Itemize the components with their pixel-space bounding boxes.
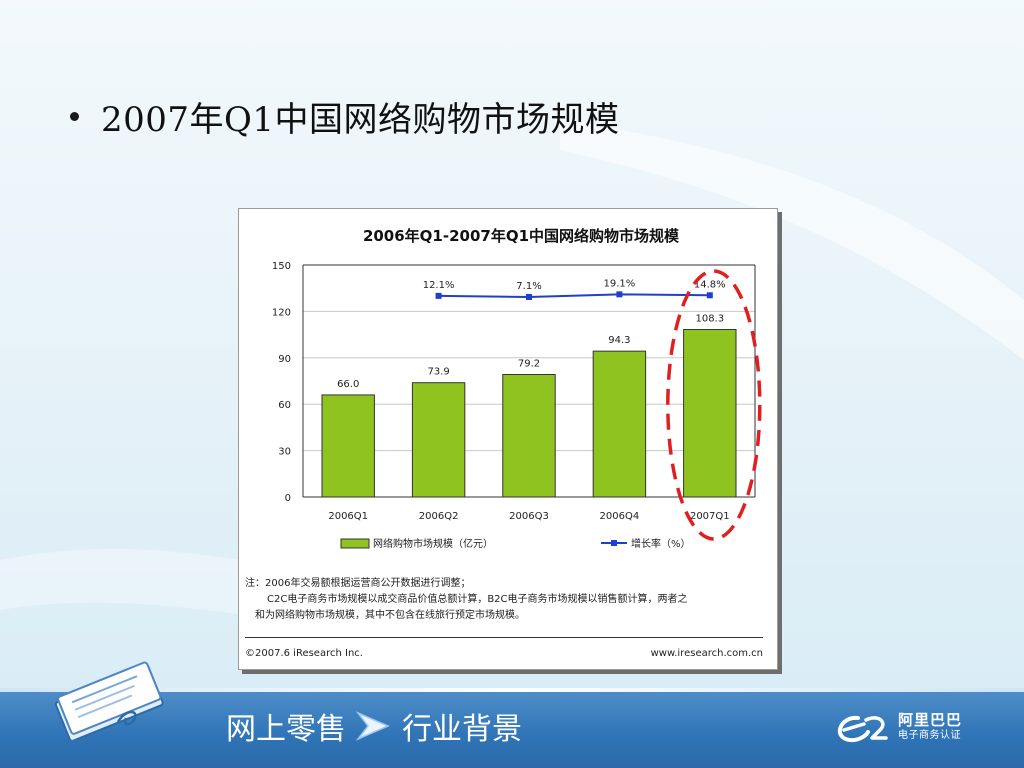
x-tick-label: 2006Q2 <box>419 511 459 522</box>
note-line-3: 和为网络购物市场规模，其中不包含在线旅行预定市场规模。 <box>255 610 525 621</box>
bar <box>321 394 375 498</box>
slide-title: 2007年Q1中国网络购物市场规模 <box>101 100 620 140</box>
bar-line-chart: 2006年Q1-2007年Q1中国网络购物市场规模 0 30 60 90 120 150 66… <box>272 227 762 550</box>
y-tick-label: 30 <box>278 447 291 458</box>
e-logo-icon <box>837 715 888 743</box>
legend-marker-line <box>611 540 617 546</box>
chart-card: 2006年Q1-2007年Q1中国网络购物市场规模 0 30 60 90 120 150 66… <box>238 208 778 670</box>
growth-point <box>706 292 713 299</box>
y-tick-label: 60 <box>278 400 291 411</box>
growth-label: 14.8% <box>694 279 726 290</box>
growth-point <box>616 291 623 298</box>
x-tick-label: 2006Q3 <box>509 511 549 522</box>
source-footer: ©2007.6 iResearch Inc. www.iresearch.com… <box>245 637 763 659</box>
growth-line <box>438 293 710 298</box>
growth-point <box>435 292 442 299</box>
bar <box>683 328 737 498</box>
breadcrumb: 网上零售 行业背景 <box>226 704 522 748</box>
x-tick-label: 2006Q4 <box>600 511 640 522</box>
y-tick-label: 120 <box>272 307 291 318</box>
legend-label-bar: 网络购物市场规模（亿元） <box>373 537 493 550</box>
bar <box>502 374 556 498</box>
growth-label: 7.1% <box>516 281 541 292</box>
legend-label-line: 增长率（%） <box>631 537 691 550</box>
logo-text: 阿里巴巴 电子商务认证 <box>898 713 962 743</box>
growth-point <box>526 293 532 300</box>
chart-notes: 注：2006年交易额根据运营商公开数据进行调整； C2C电子商务市场规模以成交商… <box>245 576 765 624</box>
y-tick-label: 0 <box>285 493 291 504</box>
x-tick-label: 2007Q1 <box>690 511 730 522</box>
breadcrumb-item-industry-background: 行业背景 <box>402 712 522 747</box>
bar <box>592 350 647 498</box>
note-line-1: 注：2006年交易额根据运营商公开数据进行调整； <box>245 578 471 589</box>
legend-swatch-bar <box>340 538 370 549</box>
alibaba-logo: 阿里巴巴 电子商务认证 <box>828 708 962 748</box>
note-line-2: C2C电子商务市场规模以成交商品价值总额计算，B2C电子商务市场规模以销售额计算… <box>267 594 688 605</box>
logo-line-1: 阿里巴巴 <box>898 711 963 729</box>
bar <box>411 382 466 498</box>
highlight-ellipse <box>666 269 762 541</box>
chevron-right-icon <box>355 711 390 741</box>
copyright-text: ©2007.6 iResearch Inc. <box>245 648 363 659</box>
bar-value-label: 108.3 <box>695 313 724 324</box>
slide-title-row: 2007年Q1中国网络购物市场规模 <box>70 92 620 141</box>
growth-label: 12.1% <box>423 280 455 291</box>
bar-value-label: 66.0 <box>337 379 359 390</box>
bullet-icon <box>70 112 79 121</box>
bar-value-label: 79.2 <box>518 359 540 370</box>
logo-line-2: 电子商务认证 <box>898 730 961 741</box>
growth-label: 19.1% <box>604 278 636 289</box>
x-tick-label: 2006Q1 <box>328 511 368 522</box>
y-tick-label: 90 <box>278 354 291 365</box>
book-icon <box>54 661 164 740</box>
y-tick-label: 150 <box>272 261 291 272</box>
bar-value-label: 73.9 <box>427 367 449 378</box>
breadcrumb-item-online-retail: 网上零售 <box>226 712 346 747</box>
bar-value-label: 94.3 <box>608 335 630 346</box>
chart-title: 2006年Q1-2007年Q1中国网络购物市场规模 <box>363 227 680 245</box>
website-text: www.iresearch.com.cn <box>650 648 763 659</box>
